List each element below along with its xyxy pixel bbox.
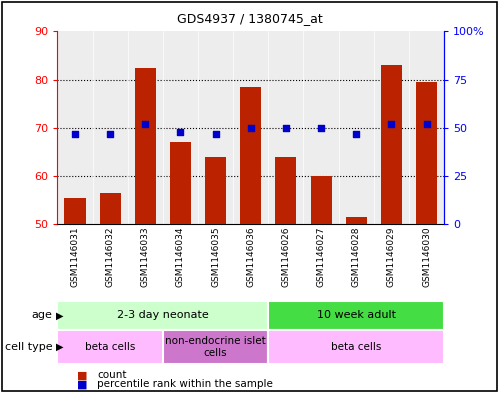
Bar xyxy=(57,330,163,364)
Bar xyxy=(303,31,339,224)
Text: beta cells: beta cells xyxy=(331,342,381,352)
Bar xyxy=(310,176,332,224)
Bar xyxy=(163,330,268,364)
Text: 2-3 day neonate: 2-3 day neonate xyxy=(117,310,209,320)
Point xyxy=(247,125,255,131)
Bar xyxy=(346,217,367,224)
Text: ■: ■ xyxy=(77,370,88,380)
Point xyxy=(212,130,220,137)
Point xyxy=(106,130,114,137)
Bar xyxy=(100,193,121,224)
Point xyxy=(352,130,360,137)
Bar xyxy=(57,301,268,330)
Text: ▶: ▶ xyxy=(56,310,64,320)
Bar xyxy=(275,156,296,224)
Point xyxy=(387,121,395,127)
Text: count: count xyxy=(97,370,127,380)
Bar xyxy=(135,68,156,224)
Point xyxy=(423,121,431,127)
Text: age: age xyxy=(31,310,52,320)
Bar xyxy=(268,31,303,224)
Bar xyxy=(57,31,92,224)
Text: GDS4937 / 1380745_at: GDS4937 / 1380745_at xyxy=(177,12,322,25)
Bar xyxy=(170,142,191,224)
Point xyxy=(282,125,290,131)
Text: beta cells: beta cells xyxy=(85,342,135,352)
Text: ■: ■ xyxy=(77,379,88,389)
Bar xyxy=(198,31,233,224)
Text: percentile rank within the sample: percentile rank within the sample xyxy=(97,379,273,389)
Bar xyxy=(268,301,444,330)
Point xyxy=(317,125,325,131)
Bar xyxy=(381,65,402,224)
Bar xyxy=(240,87,261,224)
Point xyxy=(177,129,185,135)
Bar xyxy=(374,31,409,224)
Bar xyxy=(233,31,268,224)
Bar xyxy=(416,82,437,224)
Text: ▶: ▶ xyxy=(56,342,64,352)
Text: 10 week adult: 10 week adult xyxy=(317,310,396,320)
Bar xyxy=(268,330,444,364)
Text: non-endocrine islet
cells: non-endocrine islet cells xyxy=(165,336,266,358)
Bar xyxy=(163,31,198,224)
Point xyxy=(71,130,79,137)
Bar xyxy=(205,156,226,224)
Bar xyxy=(128,31,163,224)
Bar xyxy=(409,31,444,224)
Bar xyxy=(64,198,85,224)
Point xyxy=(141,121,149,127)
Bar xyxy=(339,31,374,224)
Bar xyxy=(92,31,128,224)
Text: cell type: cell type xyxy=(5,342,52,352)
